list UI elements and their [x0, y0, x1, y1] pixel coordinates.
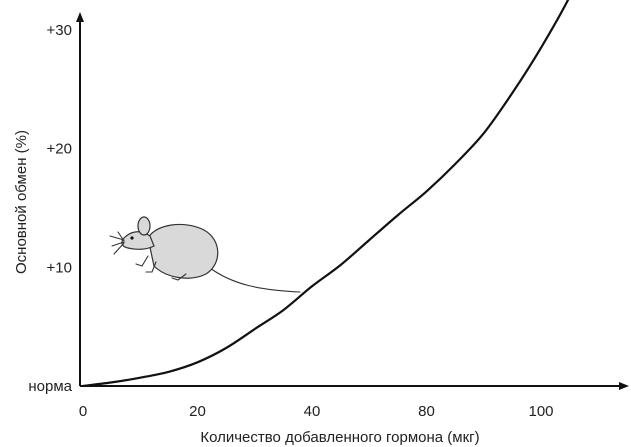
mouse-tail [209, 267, 301, 293]
x-tick-label: 0 [79, 403, 87, 420]
x-tick-label: 100 [528, 403, 553, 420]
y-axis-arrow [76, 12, 84, 22]
y-tick-label: +30 [47, 22, 72, 39]
mouse-front-leg [135, 255, 157, 273]
series-line [81, 0, 570, 388]
y-tick-label: +10 [47, 259, 72, 276]
y-tick-label: +20 [47, 141, 72, 158]
mouse-icon [109, 216, 301, 293]
x-tick-label: 40 [304, 403, 321, 420]
x-axis-label: Количество добавленного гормона (мкг) [200, 429, 479, 446]
y-tick-label: норма [28, 378, 72, 395]
x-tick-label: 80 [418, 403, 435, 420]
series-layer [81, 0, 570, 388]
x-tick-labels: 0 20 40 80 100 [79, 403, 554, 420]
mouse-whiskers [109, 231, 125, 255]
axes [76, 12, 629, 390]
mouse-body [147, 223, 219, 279]
y-tick-labels: норма +10 +20 +30 [28, 22, 72, 395]
mouse-eye [130, 236, 134, 240]
x-tick-label: 20 [189, 403, 206, 420]
mouse-ear [137, 216, 151, 236]
mouse-head [121, 231, 155, 250]
y-axis-label: Основной обмен (%) [13, 130, 30, 274]
x-axis-arrow [619, 382, 629, 390]
mouse-hind-leg [171, 273, 187, 281]
